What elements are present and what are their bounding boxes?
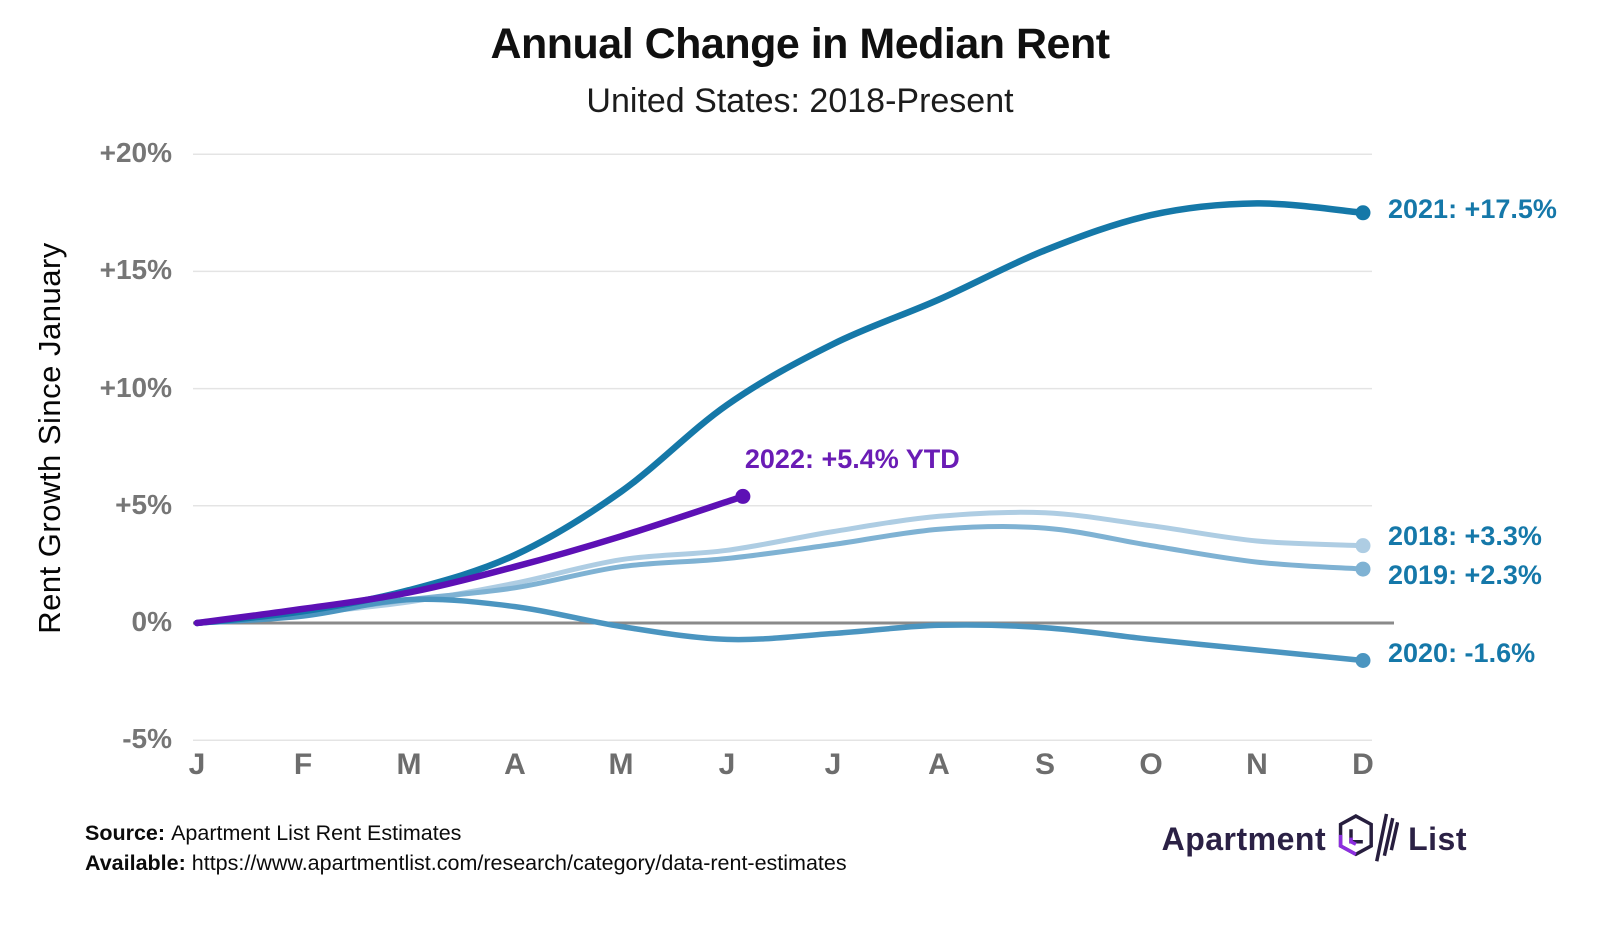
source-line: Source: Apartment List Rent Estimates: [85, 818, 847, 848]
available-label: Available:: [85, 851, 186, 875]
x-tick-label: M: [608, 748, 634, 781]
x-tick-label: N: [1246, 748, 1268, 781]
apartment-list-logo: Apartment List: [1162, 808, 1467, 870]
endpoint-dot-2020: [1355, 653, 1371, 669]
series-label-2021: 2021: +17.5%: [1388, 193, 1557, 224]
y-tick-label: +20%: [99, 137, 172, 169]
logo-word-list: List: [1408, 820, 1467, 857]
line-2022: [193, 493, 747, 627]
y-tick-label: 0%: [131, 606, 172, 637]
x-tick-label: D: [1352, 748, 1374, 781]
endpoint-dot-2018: [1355, 538, 1371, 554]
line-2021: [193, 200, 1367, 627]
available-line: Available: https://www.apartmentlist.com/…: [85, 848, 847, 878]
series-label-2019: 2019: +2.3%: [1388, 560, 1542, 591]
endpoint-dot-2019: [1355, 561, 1371, 577]
x-tick-label: J: [188, 748, 206, 781]
source-label: Source:: [85, 821, 166, 845]
line-2020: [194, 596, 1366, 664]
logo-word-apartment: Apartment: [1161, 820, 1327, 857]
y-tick-label: +15%: [99, 254, 172, 286]
x-tick-label: A: [928, 748, 950, 781]
chart-title: Annual Change in Median Rent: [490, 20, 1110, 68]
series-label-2022: 2022: +5.4% YTD: [744, 444, 960, 475]
chart-subtitle: United States: 2018-Present: [586, 82, 1014, 120]
x-tick-label: S: [1034, 748, 1055, 781]
source-text: Apartment List Rent Estimates: [171, 821, 462, 845]
x-tick-label: F: [293, 748, 313, 781]
endpoint-dot-2021: [1355, 205, 1371, 221]
x-tick-label: M: [396, 748, 422, 781]
y-tick-label: +5%: [115, 488, 172, 520]
available-text: https://www.apartmentlist.com/research/c…: [191, 851, 847, 875]
series-label-2018: 2018: +3.3%: [1388, 520, 1542, 551]
endpoint-dot-2022: [735, 488, 751, 504]
x-tick-label: O: [1139, 748, 1163, 781]
x-tick-label: A: [504, 748, 526, 781]
apartment-list-logo-icon: [1338, 813, 1400, 862]
y-tick-label: -5%: [122, 723, 172, 755]
series-label-2020: 2020: -1.6%: [1388, 637, 1536, 668]
y-tick-label: +10%: [99, 371, 172, 403]
x-tick-label: J: [824, 748, 842, 781]
footer-attribution: Source: Apartment List Rent Estimates Ava…: [85, 818, 847, 878]
x-tick-label: J: [718, 748, 736, 781]
